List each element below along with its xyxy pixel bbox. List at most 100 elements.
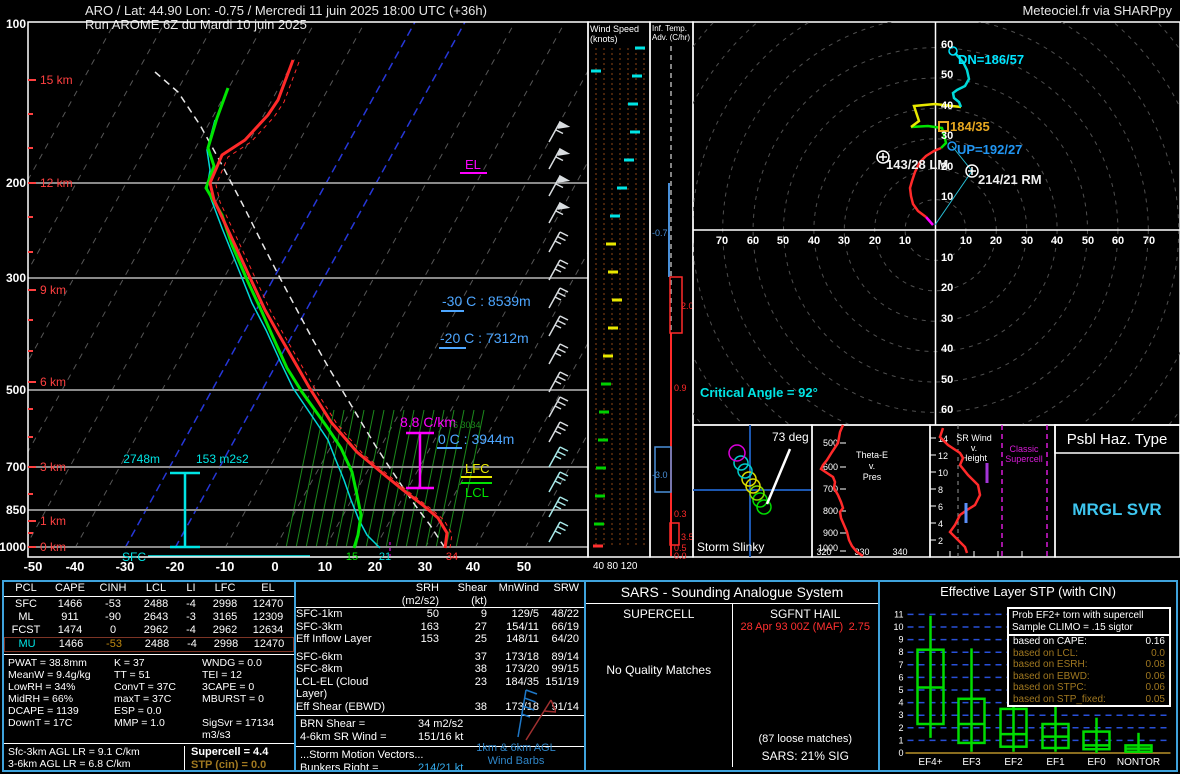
- hodograph-panel: 60 50 40 30 20 10 10 20 30 40 50 60 70 6…: [692, 21, 1180, 426]
- cell: 89/14: [551, 650, 579, 663]
- theta-e-title1: Theta-E: [856, 450, 888, 460]
- lfc-label: LFC: [465, 461, 490, 476]
- mean-wind-marker: [938, 121, 949, 132]
- sars-match-name: 28 Apr 93 00Z (MAF): [740, 621, 844, 633]
- temp-tick: -50: [24, 559, 43, 574]
- cell: SFC-1km: [296, 608, 343, 620]
- pressure-label: 100: [6, 17, 26, 31]
- warm-adv-box2: [669, 522, 680, 546]
- legend-row: based on STP_fixed: 0.05: [1009, 694, 1169, 706]
- ring-label: 10: [960, 235, 972, 247]
- speed-profile-ticks: [591, 46, 645, 548]
- pressure-label: 700: [6, 460, 26, 474]
- sars-hail-column: SGFNT HAIL 28 Apr 93 00Z (MAF) 2.75 (87 …: [733, 604, 879, 767]
- highlighted-isotherms: [124, 22, 466, 549]
- label: 4-6km SR Wind =: [300, 731, 387, 743]
- effective-inflow-height: 2748m: [123, 452, 160, 466]
- left-mover-marker: [876, 150, 890, 164]
- thermo-stats: PWAT = 38.8mm K = 37 WNDG = 0.0 MeanW = 9.…: [4, 657, 294, 741]
- sr-wind-title1: SR Wind: [956, 433, 992, 443]
- axis-label: 10: [938, 468, 948, 478]
- col-header: LCL: [145, 582, 167, 594]
- table-row: SFC-3km 163 27 154/11 66/19: [296, 621, 584, 634]
- category-label: EF1: [1046, 757, 1065, 768]
- cell: -3: [186, 611, 196, 623]
- sfc-label: SFC: [122, 550, 146, 564]
- el-label: EL: [465, 157, 481, 172]
- legend-label: based on STPC:: [1013, 682, 1087, 693]
- sfc-dewpoint-value: 15: [346, 551, 358, 563]
- axis-label: 4: [898, 698, 903, 708]
- sars-body: SUPERCELL No Quality Matches SGFNT HAIL …: [586, 604, 878, 767]
- axis-label: 10: [893, 622, 903, 632]
- cell: 2998: [212, 598, 238, 610]
- hazard-panel: Psbl Haz. Type MRGL SVR: [1054, 424, 1180, 558]
- theta-e-x-labels: 320 330 340: [816, 547, 907, 557]
- cell: LCL-EL (Cloud Layer): [296, 675, 369, 701]
- legend-value: 0.16: [1145, 636, 1165, 647]
- right-mover-marker: [965, 164, 979, 178]
- ring-label: 70: [716, 235, 728, 247]
- barb-caption: 1km & 6km AGL Wind Barbs: [450, 742, 582, 768]
- col-header: CAPE: [55, 582, 85, 594]
- axis-label: 0: [898, 748, 903, 758]
- mixing-ratio-values: 6 3034: [453, 420, 481, 430]
- temp-adv-panel: Inf. Temp. Adv. (C/hr) -0.7 2.0 0.9 -3.0…: [649, 21, 694, 561]
- wind-barb-column-low: [548, 446, 569, 543]
- km-label: 1 km: [40, 514, 66, 528]
- sr-wind-title3: Height: [961, 453, 988, 463]
- cell: 64/20: [551, 633, 579, 645]
- col-header: CINH: [99, 582, 127, 594]
- axis-label: 800: [823, 506, 838, 516]
- stp-boxplot: 0 1 2 3 4 5 6 7 8 9 10 11: [893, 609, 1171, 768]
- sfc-temp-value: 34: [446, 551, 458, 563]
- cell: 66/19: [551, 620, 579, 633]
- ring-label: 30: [1021, 235, 1033, 247]
- cell: SFC: [15, 598, 37, 610]
- km-label: 6 km: [40, 375, 66, 389]
- temp-tick: 30: [418, 559, 432, 574]
- index-value: Supercell = 4.4: [191, 746, 269, 758]
- composite-indices: Supercell = 4.4 STP (cin) = 0.0 STP (fix…: [184, 746, 268, 770]
- temp-adv-title2: Adv. (C/hr): [652, 33, 690, 42]
- km-axis: 15 km 12 km 9 km 6 km 3 km 1 km 0 km: [40, 73, 73, 554]
- freezing-level-label: 0 C : 3944m: [438, 431, 514, 447]
- cell: SFC-6km: [296, 650, 343, 663]
- cell: -4: [186, 624, 196, 636]
- legend-row: based on ESRH: 0.08: [1009, 659, 1169, 671]
- wind-speed-axis: 40 80 120: [593, 561, 638, 572]
- cell: 9: [480, 608, 487, 620]
- axis-label: 7: [898, 660, 903, 670]
- ring-label: 50: [1082, 235, 1094, 247]
- adv-value: 3.5: [681, 532, 694, 542]
- adv-value: 0.0: [674, 551, 687, 561]
- temp-axis: -50 -40 -30 -20 -10 0 10 20 30 40 50: [24, 559, 532, 574]
- sr-wind-panel: 14 12 10 8 6 4 2 SR Wind v. Height Class…: [929, 424, 1056, 558]
- sounding-graphics: 100 200 300 500 700 850 1000 15 km 12 km…: [0, 17, 1180, 574]
- sars-col-header: SGFNT HAIL: [770, 607, 841, 621]
- cell: 12634: [252, 624, 284, 636]
- ring-label: 30: [838, 235, 850, 247]
- pressure-label: 850: [6, 503, 26, 517]
- storm-motion-line: [934, 170, 973, 226]
- ring-label: 50: [941, 374, 953, 386]
- legend-row: based on STPC: 0.06: [1009, 682, 1169, 694]
- sr-wind-h-labels: 14 12 10 8 6 4 2: [938, 434, 948, 546]
- stat: [202, 705, 294, 717]
- minus30-label: -30 C : 8539m: [442, 293, 531, 309]
- temp-tick: 0: [271, 559, 278, 574]
- table-row: FCST 1474 0 2962 -4 2962 12634: [4, 624, 294, 637]
- temp-tick: 20: [368, 559, 382, 574]
- table-row-mu: MU 1466 -53 2488 -4 2998 12470: [4, 637, 294, 652]
- adv-value: 0.5: [674, 543, 687, 553]
- stat: TEI = 12: [202, 669, 242, 681]
- axis-label: 2: [938, 536, 943, 546]
- hazard-value: MRGL SVR: [1072, 500, 1161, 519]
- cell: -53: [106, 638, 122, 650]
- stat: K = 37: [114, 657, 145, 669]
- stat: DownT = 17C: [8, 717, 73, 729]
- temp-tick: 10: [318, 559, 332, 574]
- minus20-label: -20 C : 7312m: [440, 330, 529, 346]
- wind-barb-column: [548, 121, 569, 443]
- ring-label: 40: [1051, 235, 1063, 247]
